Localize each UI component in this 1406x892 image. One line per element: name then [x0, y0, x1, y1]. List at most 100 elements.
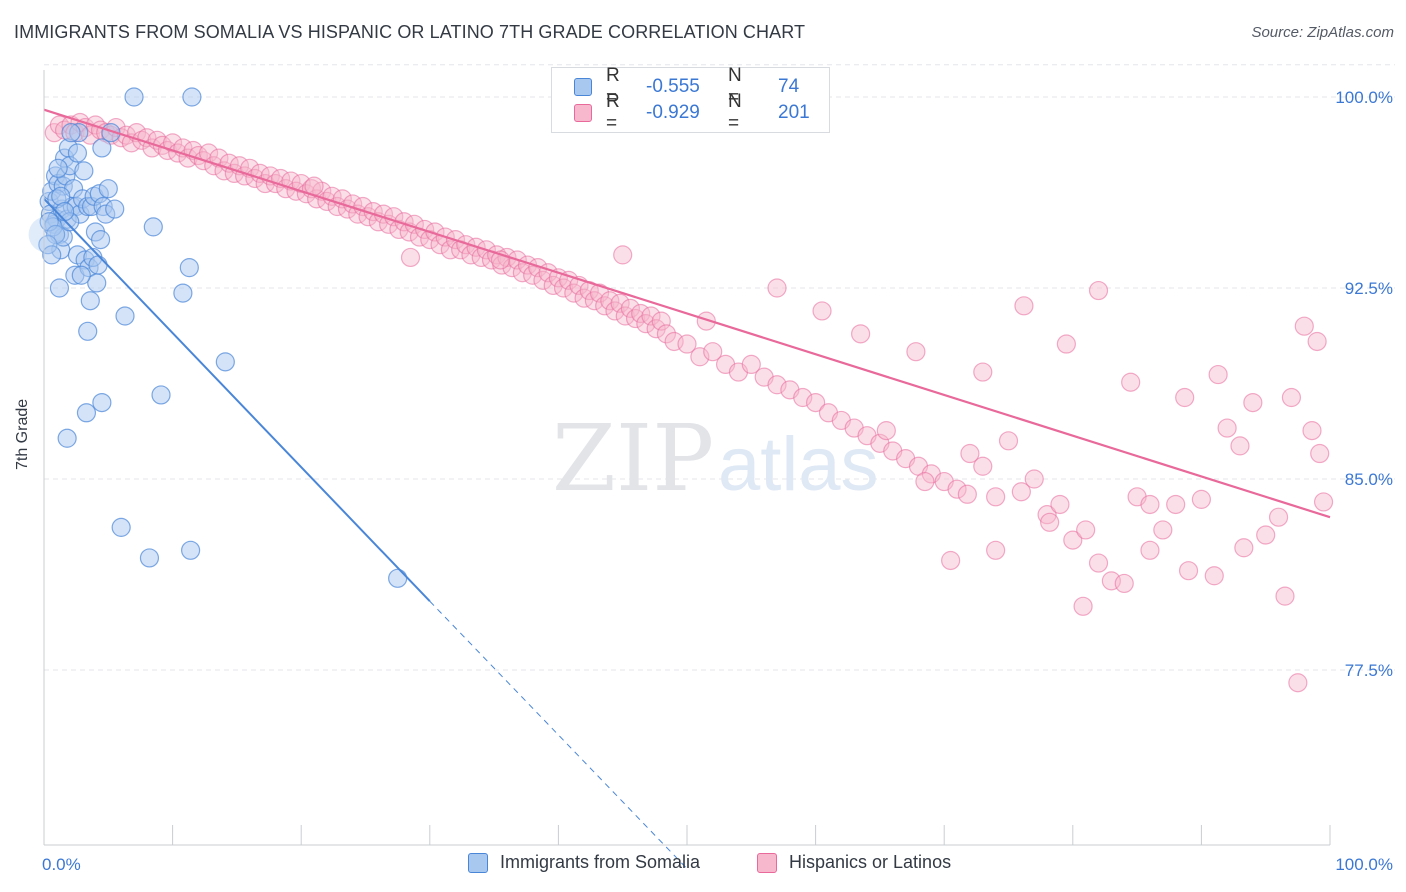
somalia-point — [182, 87, 202, 107]
hispanics-point — [1234, 538, 1254, 558]
y-tick-label: 85.0% — [1345, 470, 1393, 489]
hispanics-point — [528, 258, 548, 278]
somalia-point — [151, 385, 171, 405]
hispanics-point — [1024, 469, 1044, 489]
legend-swatch-somalia — [468, 852, 488, 873]
hispanics-trend-line — [43, 108, 1331, 519]
hispanics-point — [595, 296, 615, 316]
somalia-point — [139, 548, 160, 568]
somalia-trend-extension — [429, 600, 688, 869]
somalia-point — [80, 291, 100, 311]
hispanics-point — [696, 311, 716, 331]
hispanics-point — [425, 222, 445, 242]
hispanics-point — [805, 393, 826, 413]
legend-item-hispanics: Hispanics or Latinos — [757, 852, 951, 873]
somalia-point — [78, 321, 98, 341]
hispanics-point — [915, 471, 935, 492]
chart-title: IMMIGRANTS FROM SOMALIA VS HISPANIC OR L… — [14, 22, 806, 42]
hispanics-point — [677, 334, 697, 354]
stats-legend: R = -0.555 N = 74 R = -0.929 N = 201 — [551, 65, 830, 134]
hispanics-point — [812, 301, 832, 321]
hispanics-point — [625, 308, 646, 329]
hispanics-point — [876, 421, 896, 441]
hispanics-point — [358, 207, 378, 227]
somalia-point — [111, 517, 131, 537]
hispanics-point — [703, 342, 723, 362]
somalia-point — [143, 217, 163, 237]
somalia-point — [42, 245, 62, 265]
n-label: N = — [728, 65, 742, 108]
hispanics-point — [947, 479, 967, 499]
hispanics-point — [1088, 280, 1109, 301]
somalia-point — [90, 230, 111, 250]
somalia-point — [67, 143, 88, 163]
somalia-point — [179, 258, 199, 278]
hispanics-point — [1217, 418, 1237, 438]
somalia-point — [57, 428, 77, 448]
trend-lines — [43, 108, 1331, 869]
legend-label-hispanics: Hispanics or Latinos — [789, 852, 952, 872]
hispanics-point — [767, 278, 787, 298]
somalia-point — [49, 278, 70, 298]
somalia-point — [388, 568, 408, 588]
hispanics-point — [1256, 525, 1276, 545]
somalia-point — [105, 199, 125, 219]
legend-label-somalia: Immigrants from Somalia — [500, 852, 701, 872]
hispanics-point — [353, 196, 373, 217]
hispanics-point — [960, 443, 980, 464]
somalia-point — [92, 138, 112, 158]
hispanics-point — [620, 298, 641, 318]
source-credit: Source: ZipAtlas.com — [1251, 24, 1394, 41]
somalia-point — [124, 87, 144, 107]
r-value: -0.555 — [646, 76, 700, 97]
hispanics-point — [400, 247, 421, 268]
somalia-point — [181, 540, 201, 560]
hispanics-point — [440, 240, 460, 260]
hispanics-point — [1307, 331, 1327, 352]
r-label: R = — [606, 91, 620, 134]
hispanics-point — [1294, 316, 1314, 336]
somalia-point — [54, 202, 75, 222]
hispanics-point — [973, 362, 993, 382]
hispanics-point — [1178, 561, 1199, 581]
hispanics-point — [1011, 482, 1031, 502]
hispanics-point — [986, 540, 1006, 560]
hispanics-point — [1014, 296, 1034, 316]
somalia-point-cluster — [28, 216, 65, 253]
hispanics-point — [1281, 387, 1302, 408]
somalia-point — [74, 161, 94, 181]
hispanics-point — [589, 283, 610, 303]
hispanics-point — [690, 347, 710, 367]
hispanics-point — [1114, 573, 1134, 594]
hispanics-point — [1208, 364, 1228, 385]
hispanics-point — [957, 484, 977, 504]
hispanics-point — [641, 306, 661, 326]
legend-swatch-hispanics — [574, 104, 592, 122]
hispanics-point — [656, 324, 677, 344]
series-hispanics-points — [44, 112, 1334, 693]
legend-swatch-hispanics — [757, 852, 777, 873]
hispanics-point — [1140, 540, 1160, 560]
hispanics-point — [610, 293, 630, 313]
tick-labels: 100.0% 92.5% 85.0% 77.5% 0.0% 100.0% — [42, 88, 1393, 874]
hispanics-point — [1088, 553, 1109, 573]
hispanics-point — [767, 375, 787, 395]
hispanics-point — [1050, 494, 1070, 515]
hispanics-point — [1230, 436, 1250, 456]
hispanics-point — [1121, 372, 1141, 392]
hispanics-point — [1140, 494, 1160, 515]
hispanics-point — [1191, 489, 1212, 509]
somalia-point — [173, 283, 193, 303]
hispanics-point — [941, 550, 961, 571]
hispanics-point — [1040, 512, 1060, 532]
somalia-point — [76, 403, 97, 423]
y-tick-label: 92.5% — [1345, 279, 1393, 298]
r-value: -0.929 — [646, 102, 700, 123]
hispanics-point — [651, 311, 671, 331]
n-value: 201 — [778, 102, 810, 123]
hispanics-point — [1056, 334, 1076, 354]
hispanics-point — [1310, 443, 1330, 464]
hispanics-point — [973, 456, 993, 476]
series-somalia-points — [28, 87, 408, 588]
